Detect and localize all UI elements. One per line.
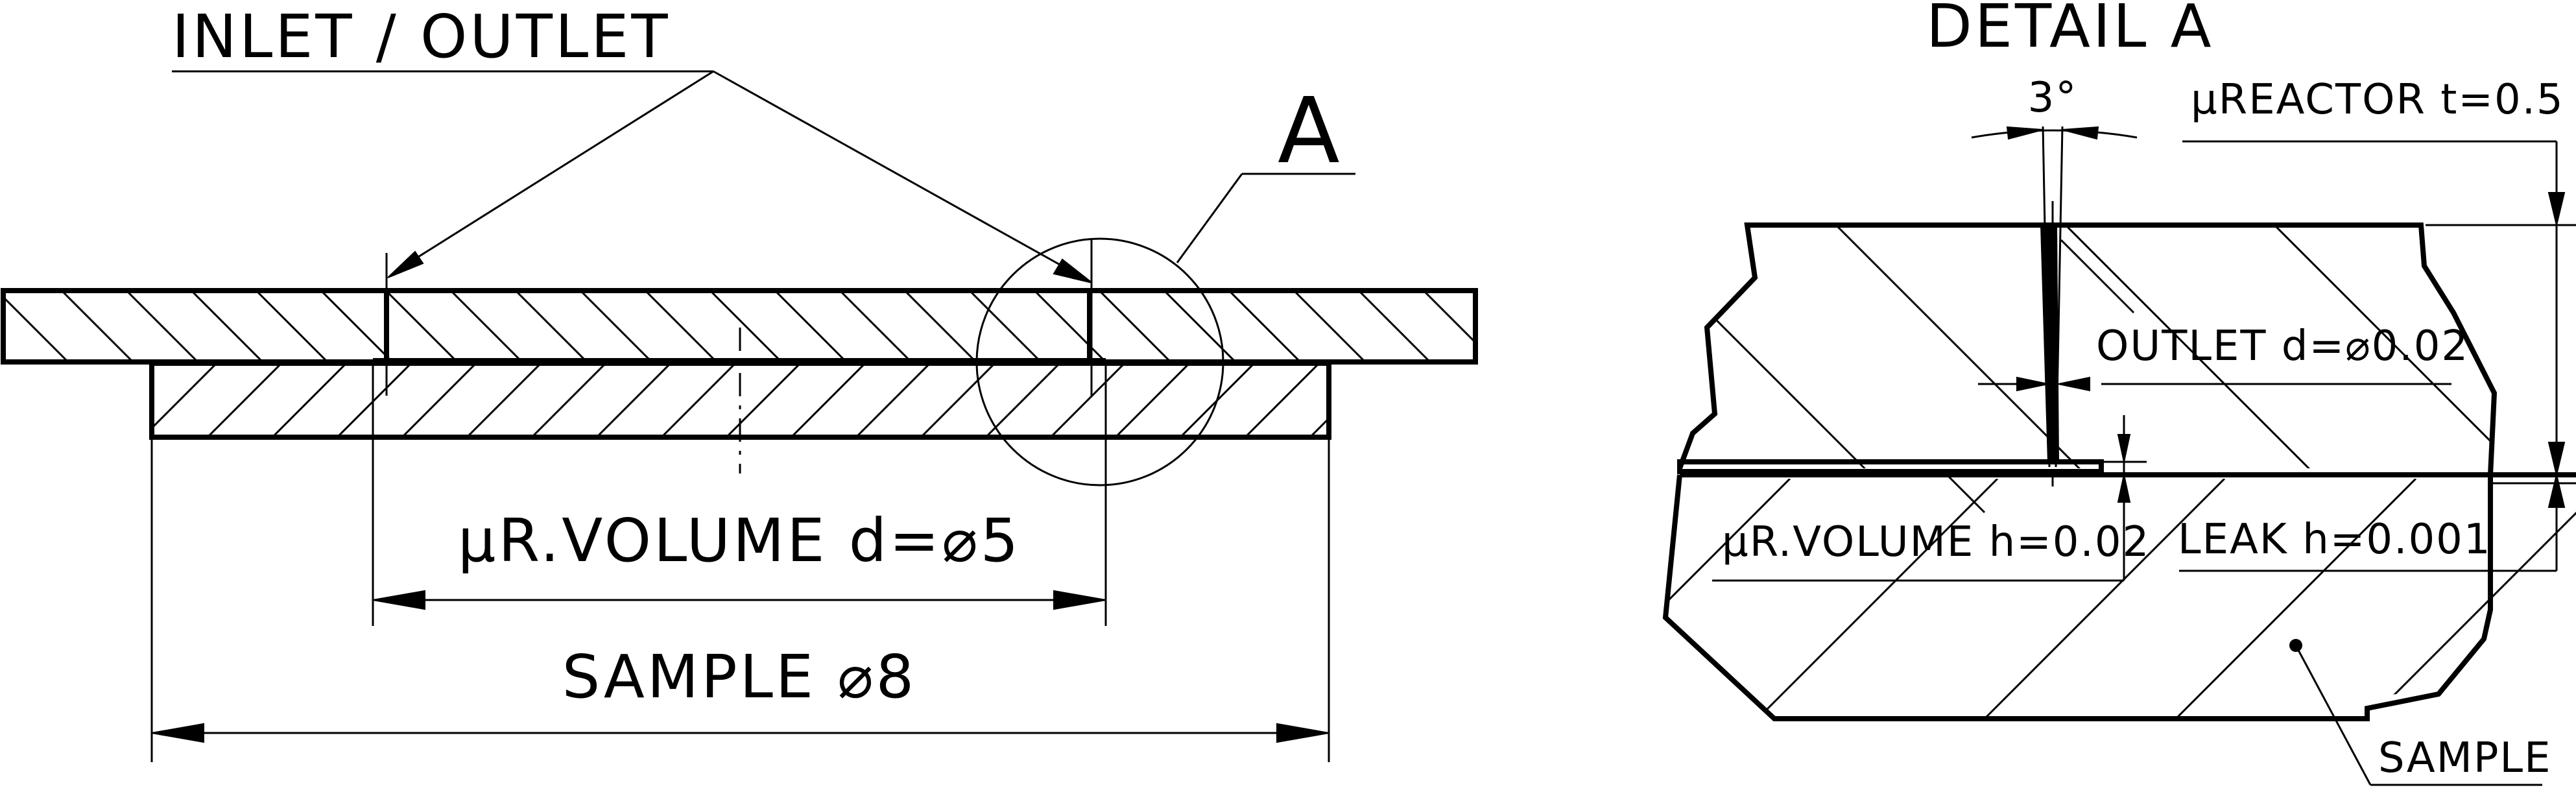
hatch-line — [709, 291, 783, 362]
hatch-line — [1114, 365, 1190, 437]
inlet-outlet-label: INLET / OUTLET — [172, 2, 671, 71]
hatch-line — [920, 365, 996, 437]
outlet-d-arrow-right — [2058, 376, 2090, 392]
top-plate-outline — [1, 288, 1478, 365]
hatch-line — [660, 365, 736, 437]
detail-a-circle — [975, 237, 1224, 486]
hatch-line — [78, 363, 152, 437]
hatch-line — [1033, 291, 1107, 362]
hatch-line — [271, 365, 347, 437]
outlet-leader — [713, 70, 1084, 279]
left-section-view: INLET / OUTLET A μR.VOLUME d=⌀5 SAMPLE ⌀… — [1, 2, 1560, 762]
detail-reactor-outline — [1677, 222, 2498, 475]
volume-arrow-left — [372, 590, 425, 610]
hatch-line — [984, 365, 1060, 437]
volume-arrow-right — [1053, 590, 1106, 610]
detail-sample-hatching — [1665, 479, 2576, 720]
hatch-line — [1163, 291, 1237, 362]
leak-h-arrow — [2547, 474, 2566, 508]
detail-reactor-volume — [1677, 459, 2104, 474]
hatch-line — [531, 365, 606, 437]
detail-a-marker: A — [1278, 78, 1340, 184]
hatch-line — [725, 365, 801, 437]
hatch-line — [790, 365, 866, 437]
inlet-leader — [395, 70, 714, 272]
hatch-line — [1422, 291, 1475, 344]
top-plate-hatching — [3, 291, 1560, 362]
hatch-line — [855, 365, 931, 437]
volume-h-arrow-bottom — [2117, 474, 2131, 503]
hatch-line — [1293, 291, 1366, 362]
hatch-line — [579, 291, 653, 362]
hatch-line — [125, 291, 199, 362]
hatch-line — [401, 365, 477, 437]
hatch-line — [595, 365, 671, 437]
volume-h-arrow-top — [2117, 434, 2131, 462]
reactor-t-arrow-bottom — [2547, 442, 2566, 475]
outlet-d-arrow-left — [2016, 376, 2049, 392]
hatch-line — [385, 291, 459, 362]
sample-label: SAMPLE — [2378, 734, 2552, 782]
hatch-line — [190, 291, 264, 362]
sample-dim-label: SAMPLE ⌀8 — [562, 642, 916, 712]
detail-title: DETAIL A — [1926, 0, 2214, 61]
hatch-line — [968, 291, 1042, 362]
angle-ext-right — [2055, 126, 2064, 468]
hatch-line — [839, 291, 912, 362]
sample-arrow-left — [151, 723, 204, 743]
angle-arrow-left — [2006, 126, 2044, 140]
hatch-line — [255, 291, 329, 362]
hatch-line — [1488, 291, 1560, 362]
hatch-line — [449, 291, 523, 362]
sample-arrow-right — [1276, 723, 1330, 743]
hatch-line — [644, 291, 718, 362]
reactor-thickness-label: μREACTOR t=0.5 — [2191, 76, 2564, 124]
hatch-line — [1228, 291, 1302, 362]
angle-arc — [1971, 129, 2138, 139]
hatch-line — [466, 365, 542, 437]
hatch-line — [1244, 365, 1320, 437]
outlet-d-leader — [2060, 239, 2135, 314]
hatch-line — [320, 291, 394, 362]
outlet-arrowhead — [1053, 258, 1093, 283]
hatch-line — [514, 291, 588, 362]
hatch-line — [60, 291, 134, 362]
angle-ext-left — [2042, 126, 2051, 468]
hatch-line — [1098, 291, 1172, 362]
leak-height-label: LEAK h=0.001 — [2178, 516, 2492, 564]
hatch-line — [206, 365, 282, 437]
reactor-t-arrow-top — [2547, 192, 2566, 226]
sample-hatching — [78, 363, 1449, 437]
angle-arrow-right — [2062, 126, 2099, 140]
detail-a-leader — [1176, 173, 1243, 263]
detail-a-view: DETAIL A 3° μREACTOR t=0.5 OUTLET d=⌀0.0… — [1662, 0, 2576, 786]
hatch-line — [774, 291, 848, 362]
hatch-line — [3, 295, 69, 362]
volume-h-leader — [1944, 472, 1986, 514]
outlet-diameter-label: OUTLET d=⌀0.02 — [2096, 322, 2469, 370]
hatch-line — [336, 365, 412, 437]
volume-height-label: μR.VOLUME h=0.02 — [1722, 518, 2150, 566]
hatch-line — [1309, 416, 1329, 437]
sample-leader — [2295, 645, 2372, 786]
hatch-line — [1049, 365, 1125, 437]
hatch-line — [903, 291, 977, 362]
angle-label: 3° — [2028, 74, 2078, 122]
detail-reactor-hatching — [1681, 225, 2494, 468]
volume-dim-label: μR.VOLUME d=⌀5 — [458, 506, 1021, 575]
inlet-arrowhead — [387, 250, 424, 278]
hatch-line — [152, 365, 217, 430]
detail-sample-outline — [1662, 474, 2493, 721]
hatch-line — [1357, 291, 1431, 362]
hatch-line — [1375, 363, 1449, 437]
